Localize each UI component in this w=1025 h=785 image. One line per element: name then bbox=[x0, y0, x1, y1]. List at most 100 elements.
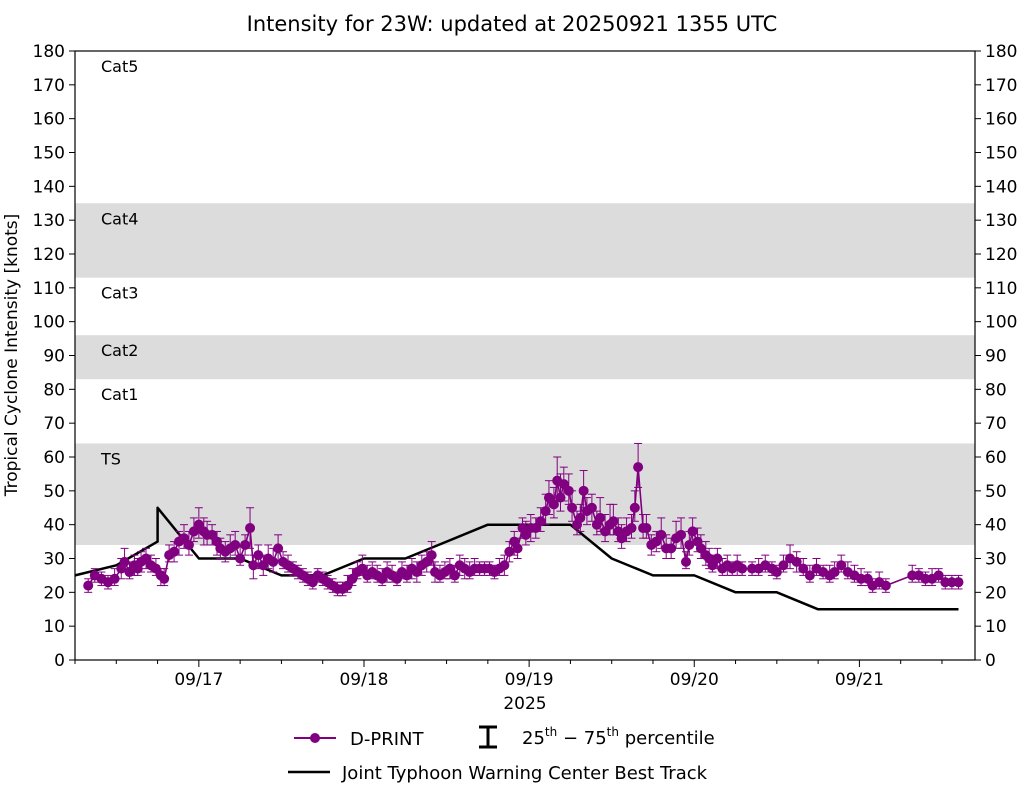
dprint-point bbox=[169, 546, 180, 557]
dprint-point bbox=[798, 563, 809, 574]
dprint-point bbox=[159, 573, 170, 584]
y-tick-label-left: 40 bbox=[43, 516, 65, 536]
dprint-point bbox=[676, 529, 687, 540]
dprint-point bbox=[666, 543, 677, 554]
dprint-series bbox=[83, 442, 964, 597]
dprint-point bbox=[548, 499, 559, 510]
dprint-point bbox=[575, 512, 586, 523]
dprint-point bbox=[933, 570, 944, 581]
y-tick-label-right: 80 bbox=[985, 380, 1007, 400]
band-cat2 bbox=[75, 335, 975, 380]
band-label-cat5: Cat5 bbox=[101, 57, 138, 76]
axes: 0 0 10 10 20 20 30 30 40 40 50 50 60 60 70 70 80 80 90 90 10… bbox=[33, 42, 1018, 690]
legend-dprint-marker bbox=[310, 733, 320, 743]
y-tick-label-right: 50 bbox=[985, 482, 1007, 502]
intensity-bands: TS Cat1 Cat2 Cat3 Cat4 Cat5 bbox=[75, 57, 975, 545]
legend-percentile-sup2: th bbox=[607, 725, 619, 739]
y-tick-label-left: 150 bbox=[33, 144, 65, 164]
y-tick-label-left: 60 bbox=[43, 448, 65, 468]
legend-percentile-label: 25th − 75th percentile bbox=[522, 725, 715, 749]
x-tick-label: 09/20 bbox=[670, 670, 719, 690]
dprint-point bbox=[836, 560, 847, 571]
dprint-point bbox=[183, 539, 194, 550]
x-axis-label: 2025 bbox=[503, 694, 546, 714]
y-tick-label-right: 180 bbox=[985, 42, 1017, 62]
dprint-point bbox=[273, 543, 284, 554]
dprint-point bbox=[771, 567, 782, 578]
dprint-point bbox=[499, 560, 510, 571]
dprint-point bbox=[504, 546, 515, 557]
legend-percentile-sup1: th bbox=[545, 725, 557, 739]
y-tick-label-right: 100 bbox=[985, 313, 1017, 333]
legend-dprint-label: D-PRINT bbox=[350, 729, 424, 750]
dprint-point bbox=[829, 567, 840, 578]
dprint-point bbox=[633, 462, 644, 473]
dprint-point bbox=[83, 580, 94, 591]
y-tick-label-right: 110 bbox=[985, 279, 1017, 299]
dprint-point bbox=[235, 553, 246, 564]
dprint-point bbox=[240, 539, 251, 550]
band-label-ts: TS bbox=[100, 449, 121, 468]
best-track-line bbox=[74, 506, 959, 611]
y-tick-label-left: 120 bbox=[33, 245, 65, 265]
dprint-point bbox=[595, 512, 606, 523]
dprint-point bbox=[791, 556, 802, 567]
dprint-point bbox=[687, 526, 698, 537]
dprint-point bbox=[586, 502, 597, 513]
dprint-point bbox=[535, 516, 546, 527]
y-tick-label-left: 70 bbox=[43, 414, 65, 434]
y-tick-label-left: 110 bbox=[33, 279, 65, 299]
dprint-point bbox=[656, 529, 667, 540]
legend-percentile-tail: percentile bbox=[619, 728, 715, 749]
dprint-point bbox=[629, 502, 640, 513]
dprint-point bbox=[737, 563, 748, 574]
dprint-point bbox=[681, 556, 692, 567]
band-cat4 bbox=[75, 203, 975, 278]
best-track-series bbox=[74, 506, 959, 611]
band-label-cat1: Cat1 bbox=[101, 385, 138, 404]
legend: D-PRINT 25th − 75th percentile Joint Typ… bbox=[288, 725, 715, 784]
y-axis-label: Tropical Cyclone Intensity [knots] bbox=[2, 214, 22, 498]
dprint-point bbox=[253, 550, 264, 561]
band-label-cat4: Cat4 bbox=[101, 209, 138, 228]
dprint-point bbox=[626, 523, 637, 534]
y-tick-label-left: 30 bbox=[43, 550, 65, 570]
x-tick-label: 09/19 bbox=[505, 670, 554, 690]
y-tick-label-left: 90 bbox=[43, 347, 65, 367]
dprint-point bbox=[578, 485, 589, 496]
dprint-point bbox=[608, 516, 619, 527]
y-tick-label-right: 140 bbox=[985, 177, 1017, 197]
legend-percentile-mid: − 75 bbox=[557, 728, 606, 749]
dprint-point bbox=[268, 556, 279, 567]
dprint-point bbox=[449, 570, 460, 581]
y-tick-label-left: 130 bbox=[33, 211, 65, 231]
dprint-point bbox=[778, 560, 789, 571]
y-tick-label-right: 0 bbox=[985, 651, 996, 671]
dprint-point bbox=[880, 580, 891, 591]
y-tick-label-right: 40 bbox=[985, 516, 1007, 536]
x-tick-label: 09/17 bbox=[174, 670, 223, 690]
dprint-point bbox=[512, 543, 523, 554]
y-tick-label-right: 120 bbox=[985, 245, 1017, 265]
y-tick-label-left: 10 bbox=[43, 617, 65, 637]
legend-besttrack-label: Joint Typhoon Warning Center Best Track bbox=[341, 763, 708, 784]
y-tick-label-left: 140 bbox=[33, 177, 65, 197]
legend-percentile-icon bbox=[479, 725, 497, 749]
dprint-point bbox=[230, 539, 241, 550]
y-tick-label-left: 20 bbox=[43, 583, 65, 603]
y-tick-label-right: 70 bbox=[985, 414, 1007, 434]
y-tick-label-right: 20 bbox=[985, 583, 1007, 603]
dprint-point bbox=[953, 577, 964, 588]
dprint-point bbox=[540, 506, 551, 517]
y-tick-label-left: 80 bbox=[43, 380, 65, 400]
dprint-point bbox=[804, 570, 815, 581]
y-tick-label-right: 150 bbox=[985, 144, 1017, 164]
dprint-point bbox=[555, 492, 566, 503]
chart-title: Intensity for 23W: updated at 20250921 1… bbox=[247, 12, 778, 36]
y-tick-label-right: 60 bbox=[985, 448, 1007, 468]
y-tick-label-left: 100 bbox=[33, 313, 65, 333]
y-tick-label-right: 90 bbox=[985, 347, 1007, 367]
y-tick-label-left: 50 bbox=[43, 482, 65, 502]
band-label-cat3: Cat3 bbox=[101, 284, 138, 303]
